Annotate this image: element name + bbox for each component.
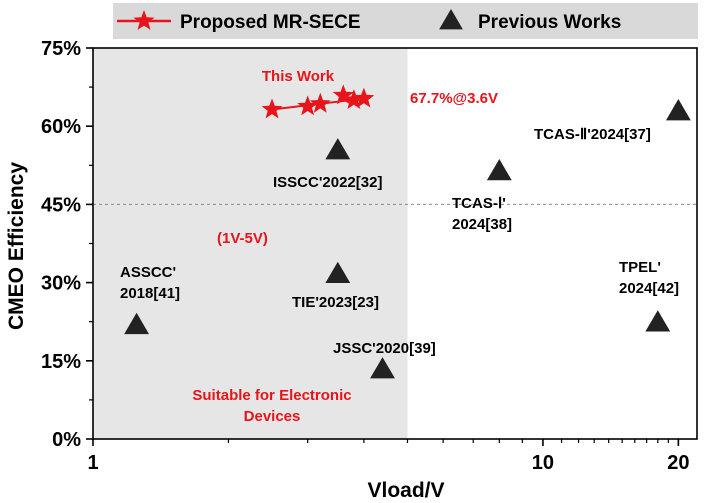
legend-previous-label: Previous Works [478,12,621,33]
previous-work-point [325,138,351,160]
annotation-isscc2022: ISSCC'2022[32] [273,174,382,191]
annotation-tcas1: TCAS-Ⅰ' 2024[38] [452,195,512,233]
proposed-star-point [297,95,319,116]
x-tick-label: 20 [667,452,689,474]
annotation-asscc: ASSCC' 2018[41] [120,264,180,302]
x-axis-title: Vload/V [367,479,444,502]
annotation-this-work: This Work [262,68,335,85]
previous-work-point [645,310,671,332]
annotation-tpel: TPEL' 2024[42] [619,259,679,297]
axis-tick-labels: 0% 15% 30% 45% 60% 75% 1 10 20 [41,38,690,474]
proposed-star-point [309,92,331,113]
previous-work-point [124,312,150,335]
annotation-range: (1V-5V) [217,230,268,247]
y-tick-label: 0% [52,429,81,451]
data-marks [124,84,691,379]
previous-work-point [665,99,691,121]
y-tick-label: 15% [41,351,81,373]
x-tick-label: 10 [532,452,554,474]
annotation-tcas2: TCAS-Ⅱ'2024[37] [534,126,651,143]
x-tick-label: 1 [87,452,98,474]
legend-previous-triangle-icon [439,9,463,30]
proposed-star-point [353,87,375,108]
y-tick-label: 30% [41,273,81,295]
previous-work-point [325,261,351,283]
proposed-star-point [332,84,354,105]
y-axis-title: CMEO Efficiency [5,162,28,330]
annotation-efficiency: 67.7%@3.6V [410,90,498,107]
proposed-star-point [343,89,365,109]
legend-proposed-label: Proposed MR-SECE [180,12,361,33]
legend-proposed-star-icon [133,10,155,30]
electronic-devices-region [93,48,408,439]
annotation-tie2023: TIE'2023[23] [292,294,379,311]
annotation-suitable: Suitable for Electronic Devices [192,387,351,425]
y-tick-label: 60% [41,116,81,138]
legend: Proposed MR-SECE Previous Works [113,3,698,39]
legend-box [113,3,698,39]
y-tick-label: 45% [41,194,81,216]
axis-ticks [86,47,680,446]
y-tick-label: 75% [41,38,81,60]
previous-work-point [370,357,395,379]
annotations: This Work 67.7%@3.6V (1V-5V) Suitable for E… [120,68,679,425]
proposed-star-point [261,98,283,119]
annotation-jssc2020: JSSC'2020[39] [333,340,436,357]
previous-work-point [486,159,512,181]
